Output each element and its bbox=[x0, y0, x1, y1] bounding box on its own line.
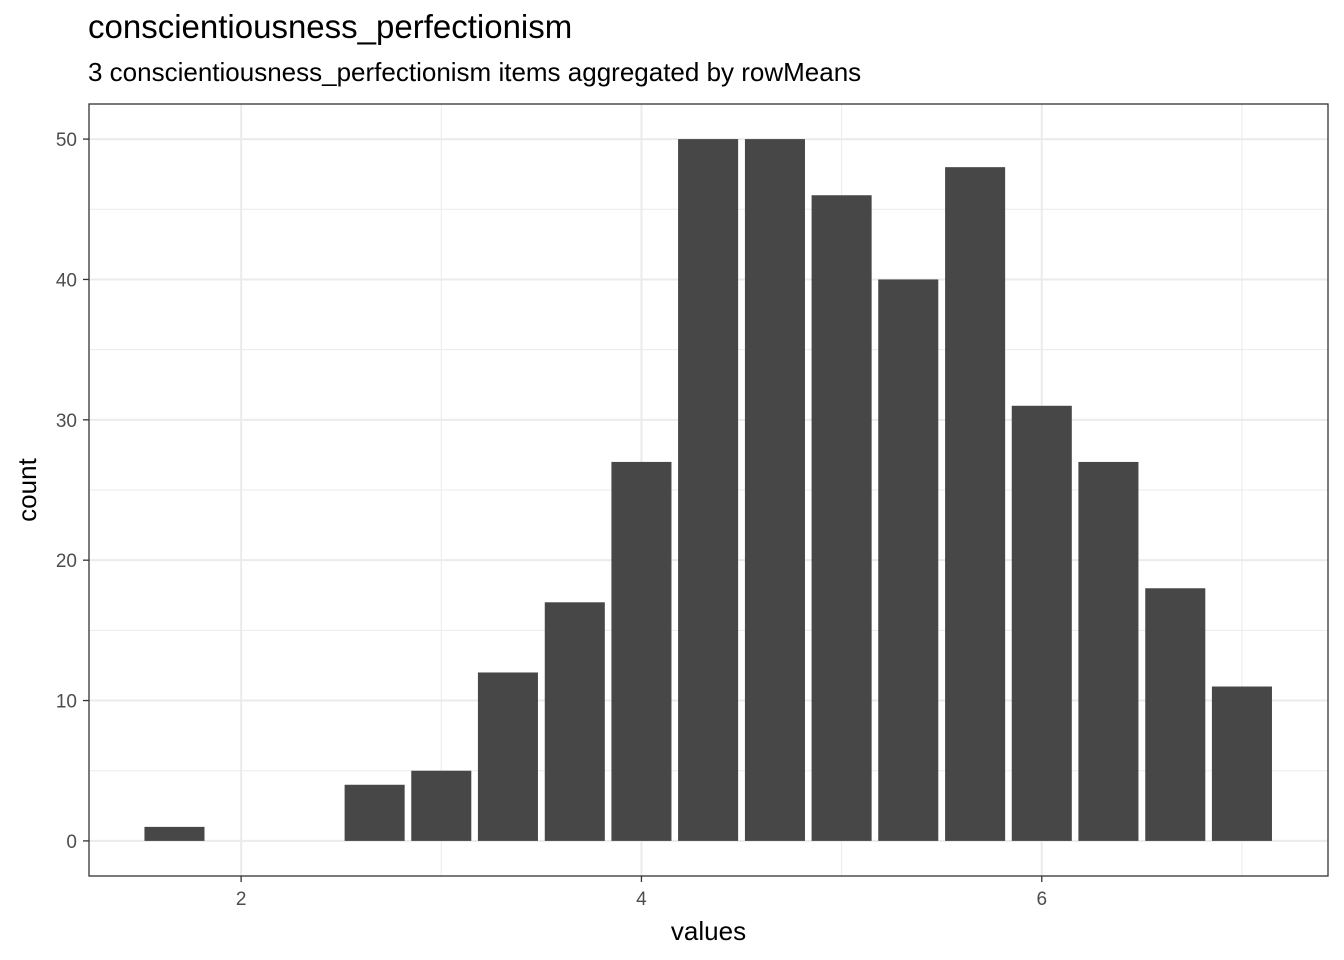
histogram-bar bbox=[477, 672, 538, 841]
histogram-bar bbox=[945, 167, 1006, 841]
histogram-bar bbox=[811, 195, 872, 841]
histogram-bar bbox=[411, 770, 472, 841]
panel-border bbox=[88, 103, 1329, 877]
x-axis-title: values bbox=[671, 916, 746, 946]
bars bbox=[144, 139, 1272, 841]
histogram-bar bbox=[611, 461, 672, 841]
histogram-bar bbox=[678, 139, 739, 841]
histogram-bar bbox=[878, 279, 939, 841]
y-tick-label: 0 bbox=[66, 832, 77, 853]
x-tick-label: 2 bbox=[236, 889, 247, 910]
y-tick-label: 20 bbox=[56, 551, 77, 572]
histogram-bar bbox=[344, 784, 405, 841]
x-tick-label: 4 bbox=[636, 889, 647, 910]
histogram-bar bbox=[1078, 461, 1139, 841]
chart-subtitle: 3 conscientiousness_perfectionism items … bbox=[88, 57, 862, 87]
x-tick-label: 6 bbox=[1036, 889, 1047, 910]
y-tick-label: 30 bbox=[56, 411, 77, 432]
histogram-bar bbox=[744, 139, 805, 841]
y-tick-label: 50 bbox=[56, 130, 77, 151]
chart-title: conscientiousness_perfectionism bbox=[88, 8, 573, 45]
x-axis: 2 4 6 bbox=[236, 876, 1047, 910]
y-axis-title: count bbox=[12, 457, 42, 521]
histogram-bar bbox=[1211, 686, 1272, 841]
histogram-bar bbox=[144, 826, 205, 841]
histogram-bar bbox=[1011, 405, 1072, 841]
histogram-bar bbox=[1145, 588, 1206, 841]
y-tick-label: 40 bbox=[56, 270, 77, 291]
histogram-bar bbox=[544, 602, 605, 841]
y-axis: 0 10 20 30 40 50 bbox=[56, 130, 89, 853]
y-tick-label: 10 bbox=[56, 692, 77, 713]
